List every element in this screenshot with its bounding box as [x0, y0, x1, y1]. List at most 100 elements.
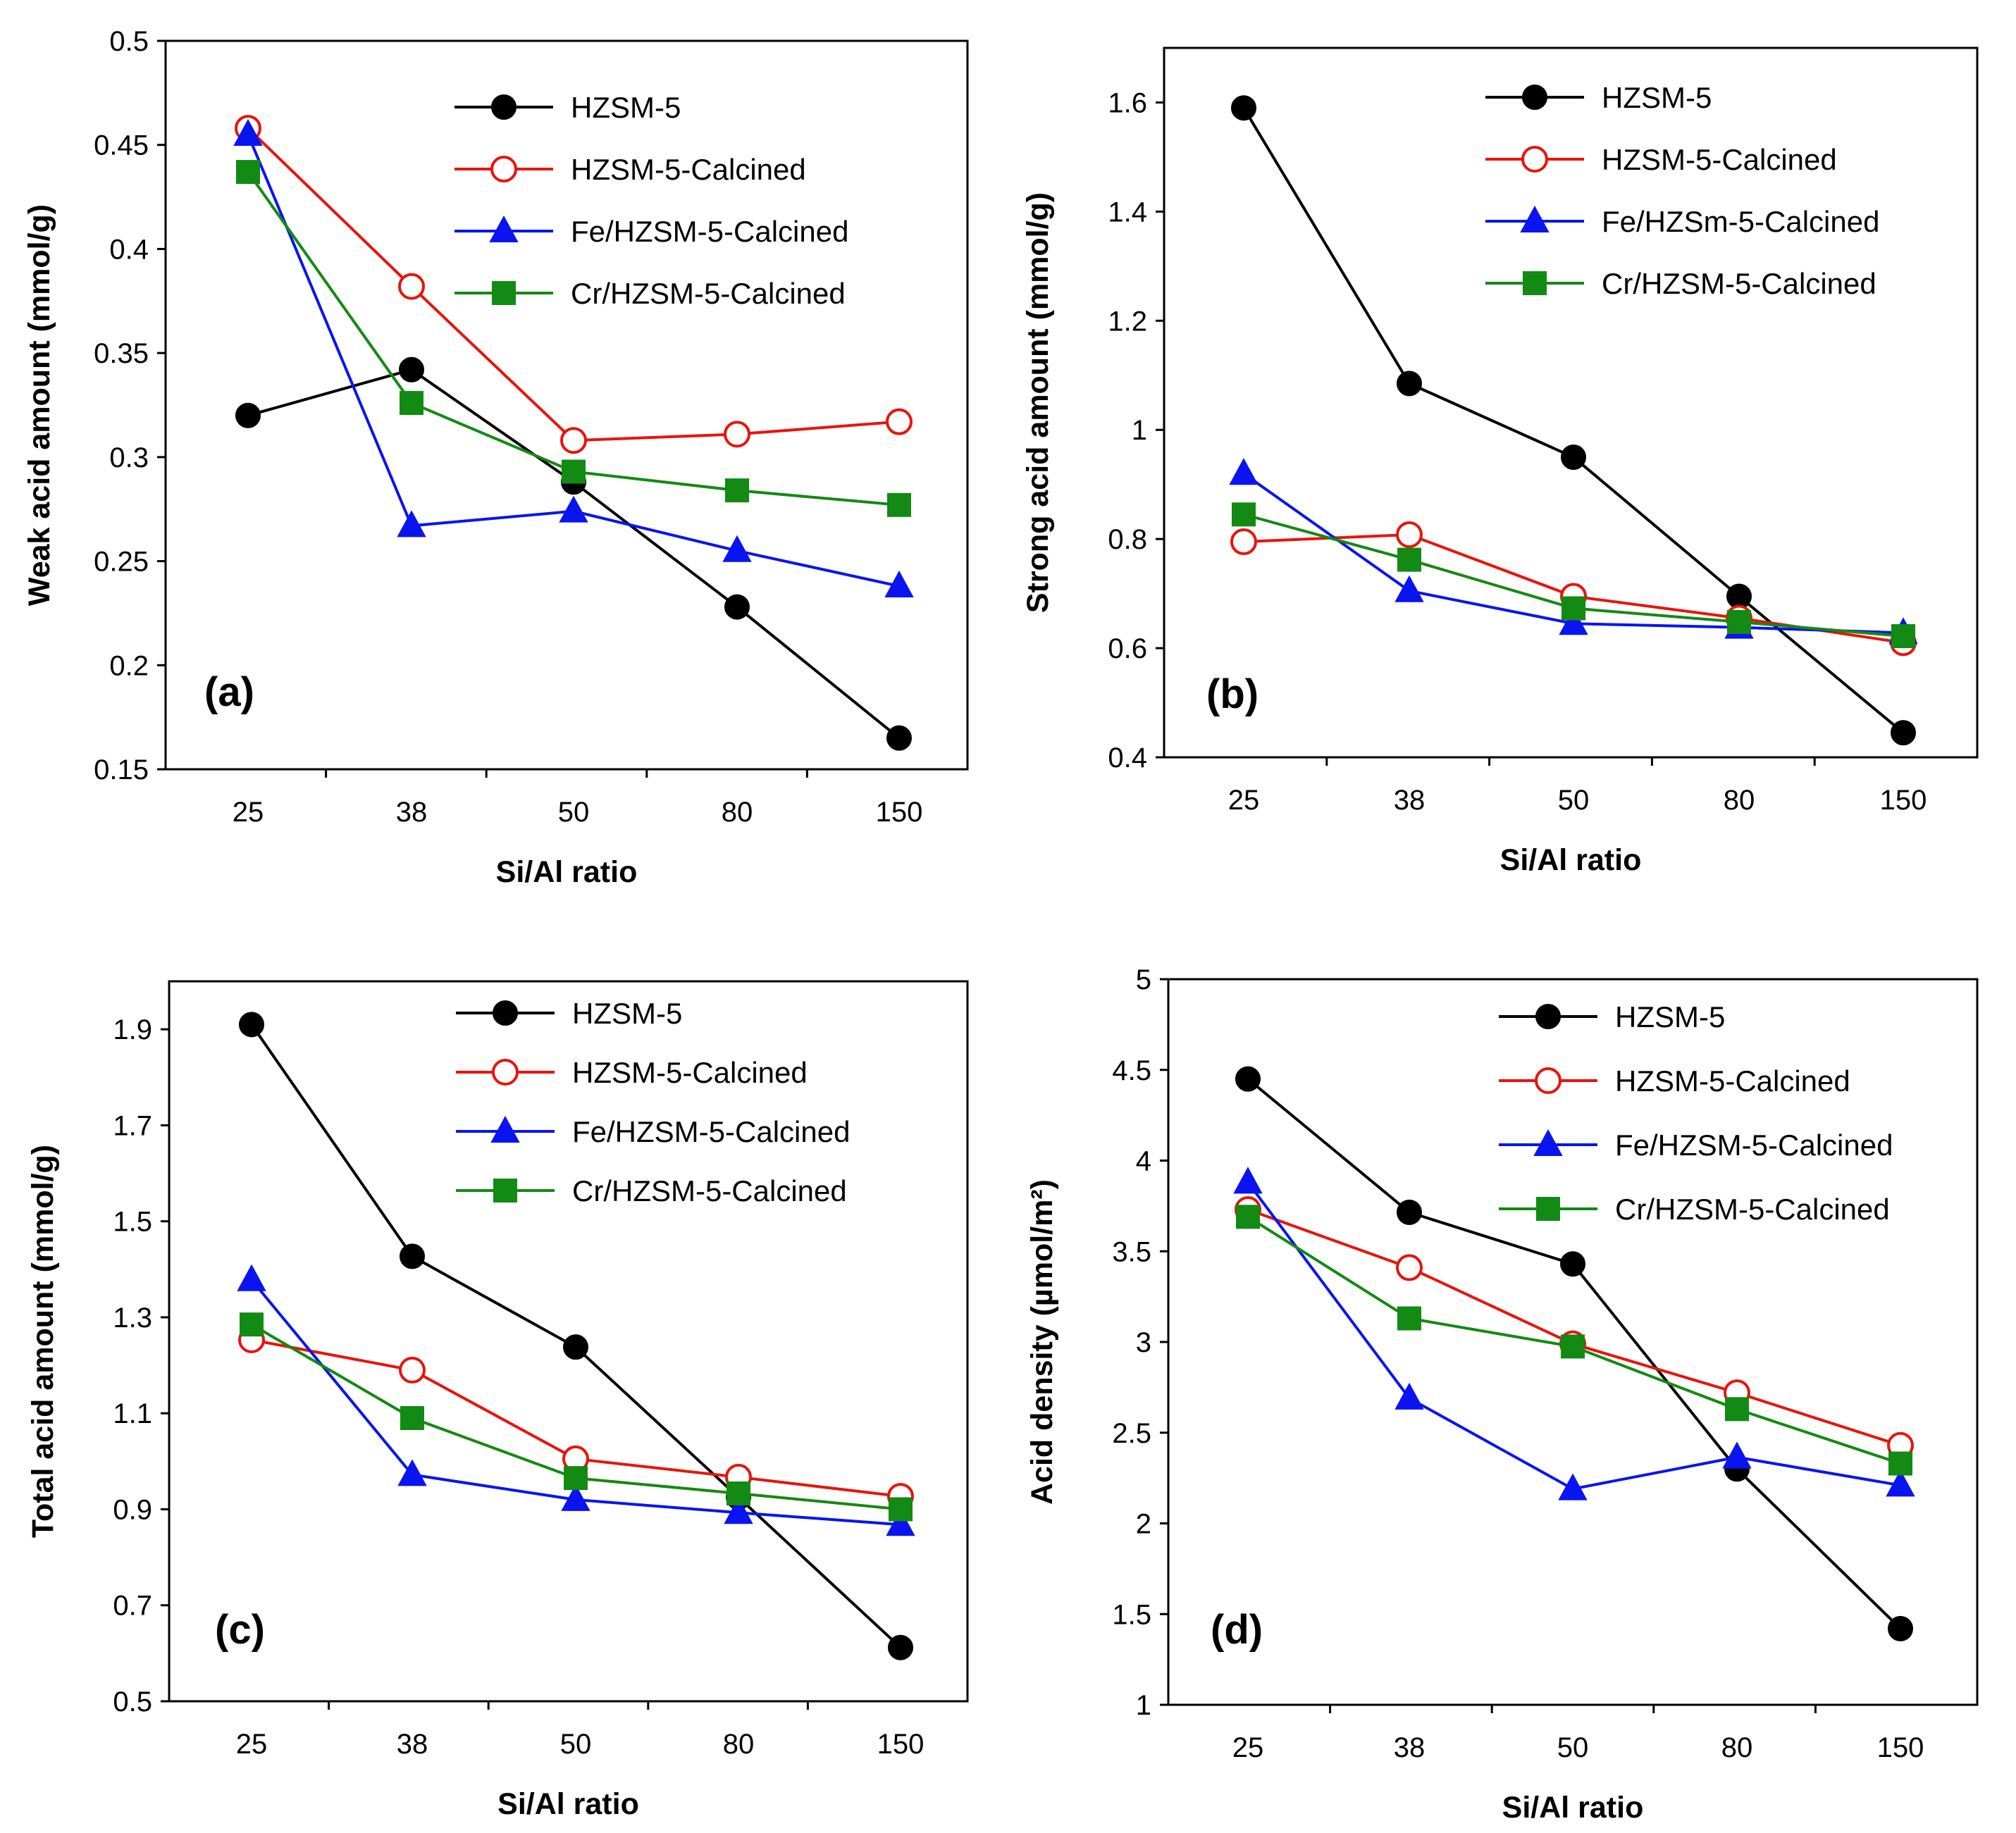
series-line	[247, 368, 901, 740]
x-tick-label: 150	[1877, 1732, 1924, 1763]
data-point	[399, 356, 424, 383]
legend-marker	[492, 281, 516, 305]
x-tick-label: 80	[723, 1729, 755, 1760]
legend-entry: HZSM-5-Calcined	[454, 153, 806, 186]
x-tick-label: 50	[1558, 785, 1590, 816]
data-point	[1888, 1451, 1912, 1476]
y-tick-label: 0.4	[1108, 742, 1147, 773]
plot-frame	[168, 980, 969, 1703]
y-tick-label: 5	[1136, 964, 1151, 995]
y-tick-label: 1.6	[1108, 87, 1147, 118]
panel-label: (b)	[1206, 671, 1259, 717]
data-point	[887, 492, 911, 517]
legend: HZSM-5 HZSM-5-Calcined Fe/HZSM-5-Calcined C…	[1499, 1000, 1893, 1226]
data-point	[236, 160, 260, 185]
legend-label: Cr/HZSM-5-Calcined	[571, 277, 846, 310]
y-axis-title: Acid density (µmol/m²)	[1025, 1179, 1059, 1505]
chart-panel-4: 1 1.5 2 2.5 3 3.5 4 4.5 5 25 38 50 80 150 Si/Al ratio A…	[1025, 964, 1979, 1825]
legend-marker	[1520, 205, 1550, 232]
legend-entry: Cr/HZSM-5-Calcined	[454, 277, 846, 310]
legend-entry: Fe/HZSM-5-Calcined	[454, 215, 848, 248]
x-axis-title: Si/Al ratio	[496, 855, 638, 889]
data-point	[886, 1509, 915, 1536]
data-point	[1397, 547, 1421, 572]
data-point	[889, 1497, 913, 1522]
data-point	[1727, 609, 1751, 634]
data-point	[399, 1356, 426, 1384]
legend-marker	[490, 156, 517, 182]
data-point	[1726, 583, 1752, 609]
data-point	[1397, 1199, 1422, 1225]
y-tick-label: 2.5	[1112, 1418, 1151, 1449]
data-point	[724, 594, 750, 620]
legend-marker	[489, 215, 519, 242]
plot-frame	[164, 39, 969, 771]
legend-label: HZSM-5-Calcined	[1602, 143, 1837, 176]
y-tick-label: 0.45	[94, 130, 149, 161]
data-point	[1397, 1306, 1421, 1331]
y-tick-label: 0.7	[113, 1591, 152, 1622]
legend-entry: HZSM-5	[454, 91, 681, 124]
series-1	[239, 1012, 913, 1660]
y-tick-label: 0.5	[113, 1686, 152, 1717]
series-4	[236, 160, 911, 517]
x-tick-label: 50	[558, 797, 590, 828]
legend: HZSM-5 HZSM-5-Calcined Fe/HZSM-5-Calcined C…	[454, 91, 848, 310]
x-tick-label: 80	[1724, 785, 1755, 816]
data-point	[233, 118, 263, 146]
legend-label: Cr/HZSM-5-Calcined	[572, 1174, 847, 1207]
y-tick-label: 0.4	[109, 234, 149, 265]
legend-marker	[493, 1000, 518, 1026]
data-point	[397, 1459, 427, 1486]
legend-label: HZSM-5-Calcined	[571, 153, 806, 186]
data-point	[240, 1312, 264, 1337]
series-1	[1231, 95, 1916, 746]
x-tick-label: 38	[1394, 785, 1426, 816]
y-tick-label: 2	[1136, 1509, 1151, 1540]
series-3	[233, 118, 914, 598]
x-tick-label: 38	[397, 1729, 428, 1760]
data-point	[1888, 1615, 1913, 1641]
legend-marker	[1521, 146, 1548, 173]
plot-frame	[1163, 46, 1979, 759]
x-tick-label: 25	[236, 1729, 268, 1760]
data-point	[1891, 720, 1916, 746]
x-axis-title: Si/Al ratio	[497, 1787, 639, 1821]
y-tick-label: 1.2	[1108, 306, 1147, 337]
data-point	[1561, 444, 1586, 470]
x-tick-label: 150	[877, 1729, 924, 1760]
legend-marker	[1523, 271, 1547, 295]
data-point	[886, 725, 912, 751]
legend-marker	[493, 1179, 517, 1203]
legend-label: Fe/HZSM-5-Calcined	[1615, 1129, 1893, 1162]
data-point	[1886, 1469, 1915, 1497]
data-point	[726, 1481, 750, 1505]
data-point	[1235, 1066, 1261, 1092]
y-tick-label: 0.6	[1108, 633, 1147, 664]
x-axis-title: Si/Al ratio	[1500, 843, 1642, 877]
y-tick-label: 0.35	[94, 338, 149, 369]
data-point	[562, 459, 586, 484]
legend-entry: HZSM-5	[1499, 1000, 1725, 1033]
y-tick-label: 0.2	[109, 650, 149, 681]
legend-marker	[492, 1059, 519, 1086]
data-point	[397, 510, 426, 538]
legend-marker	[1533, 1129, 1563, 1156]
y-tick-label: 1.7	[113, 1110, 152, 1141]
legend-marker	[1536, 1197, 1560, 1221]
y-tick-label: 1.3	[113, 1303, 152, 1334]
data-point	[1725, 1397, 1749, 1422]
data-point	[724, 1497, 753, 1524]
y-tick-label: 4.5	[1112, 1055, 1151, 1086]
y-tick-label: 0.15	[94, 754, 149, 785]
data-point	[563, 1334, 588, 1360]
data-point	[884, 570, 914, 598]
data-point	[722, 535, 752, 562]
legend: HZSM-5 HZSM-5-Calcined Fe/HZSM-5-Calcined C…	[456, 997, 850, 1207]
y-tick-label: 3.5	[1112, 1236, 1151, 1267]
y-tick-label: 1.1	[113, 1398, 152, 1429]
legend-entry: Fe/HZSm-5-Calcined	[1485, 205, 1879, 238]
y-axis-title: Total acid amount (mmol/g)	[26, 1145, 60, 1538]
y-tick-label: 1	[1136, 1690, 1151, 1721]
y-tick-label: 1.4	[1108, 197, 1147, 228]
